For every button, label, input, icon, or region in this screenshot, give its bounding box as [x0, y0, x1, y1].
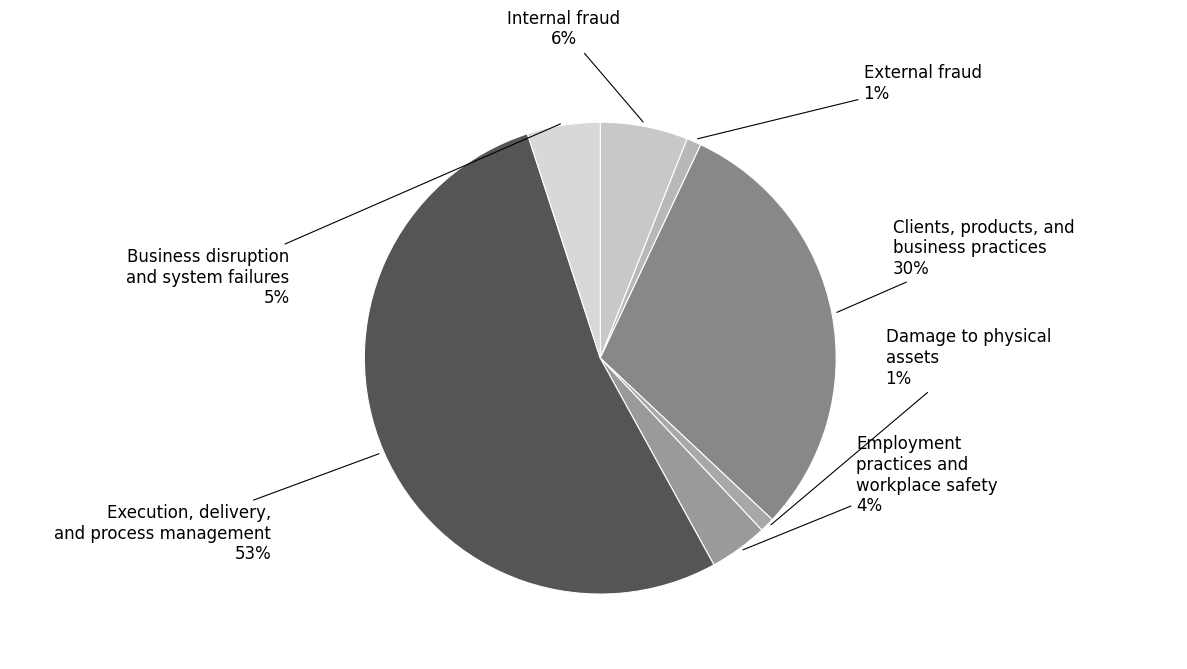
- Text: Execution, delivery,
and process management
53%: Execution, delivery, and process managem…: [55, 454, 379, 563]
- Wedge shape: [601, 358, 773, 530]
- Text: External fraud
1%: External fraud 1%: [698, 64, 982, 138]
- Wedge shape: [364, 134, 713, 594]
- Wedge shape: [601, 138, 700, 358]
- Text: Internal fraud
6%: Internal fraud 6%: [507, 9, 643, 122]
- Wedge shape: [601, 358, 762, 565]
- Text: Clients, products, and
business practices
30%: Clients, products, and business practice…: [837, 219, 1074, 312]
- Text: Business disruption
and system failures
5%: Business disruption and system failures …: [126, 124, 560, 308]
- Text: Damage to physical
assets
1%: Damage to physical assets 1%: [770, 328, 1050, 525]
- Wedge shape: [601, 122, 687, 358]
- Wedge shape: [601, 145, 836, 520]
- Text: Employment
practices and
workplace safety
4%: Employment practices and workplace safet…: [743, 435, 998, 550]
- Wedge shape: [527, 122, 601, 358]
